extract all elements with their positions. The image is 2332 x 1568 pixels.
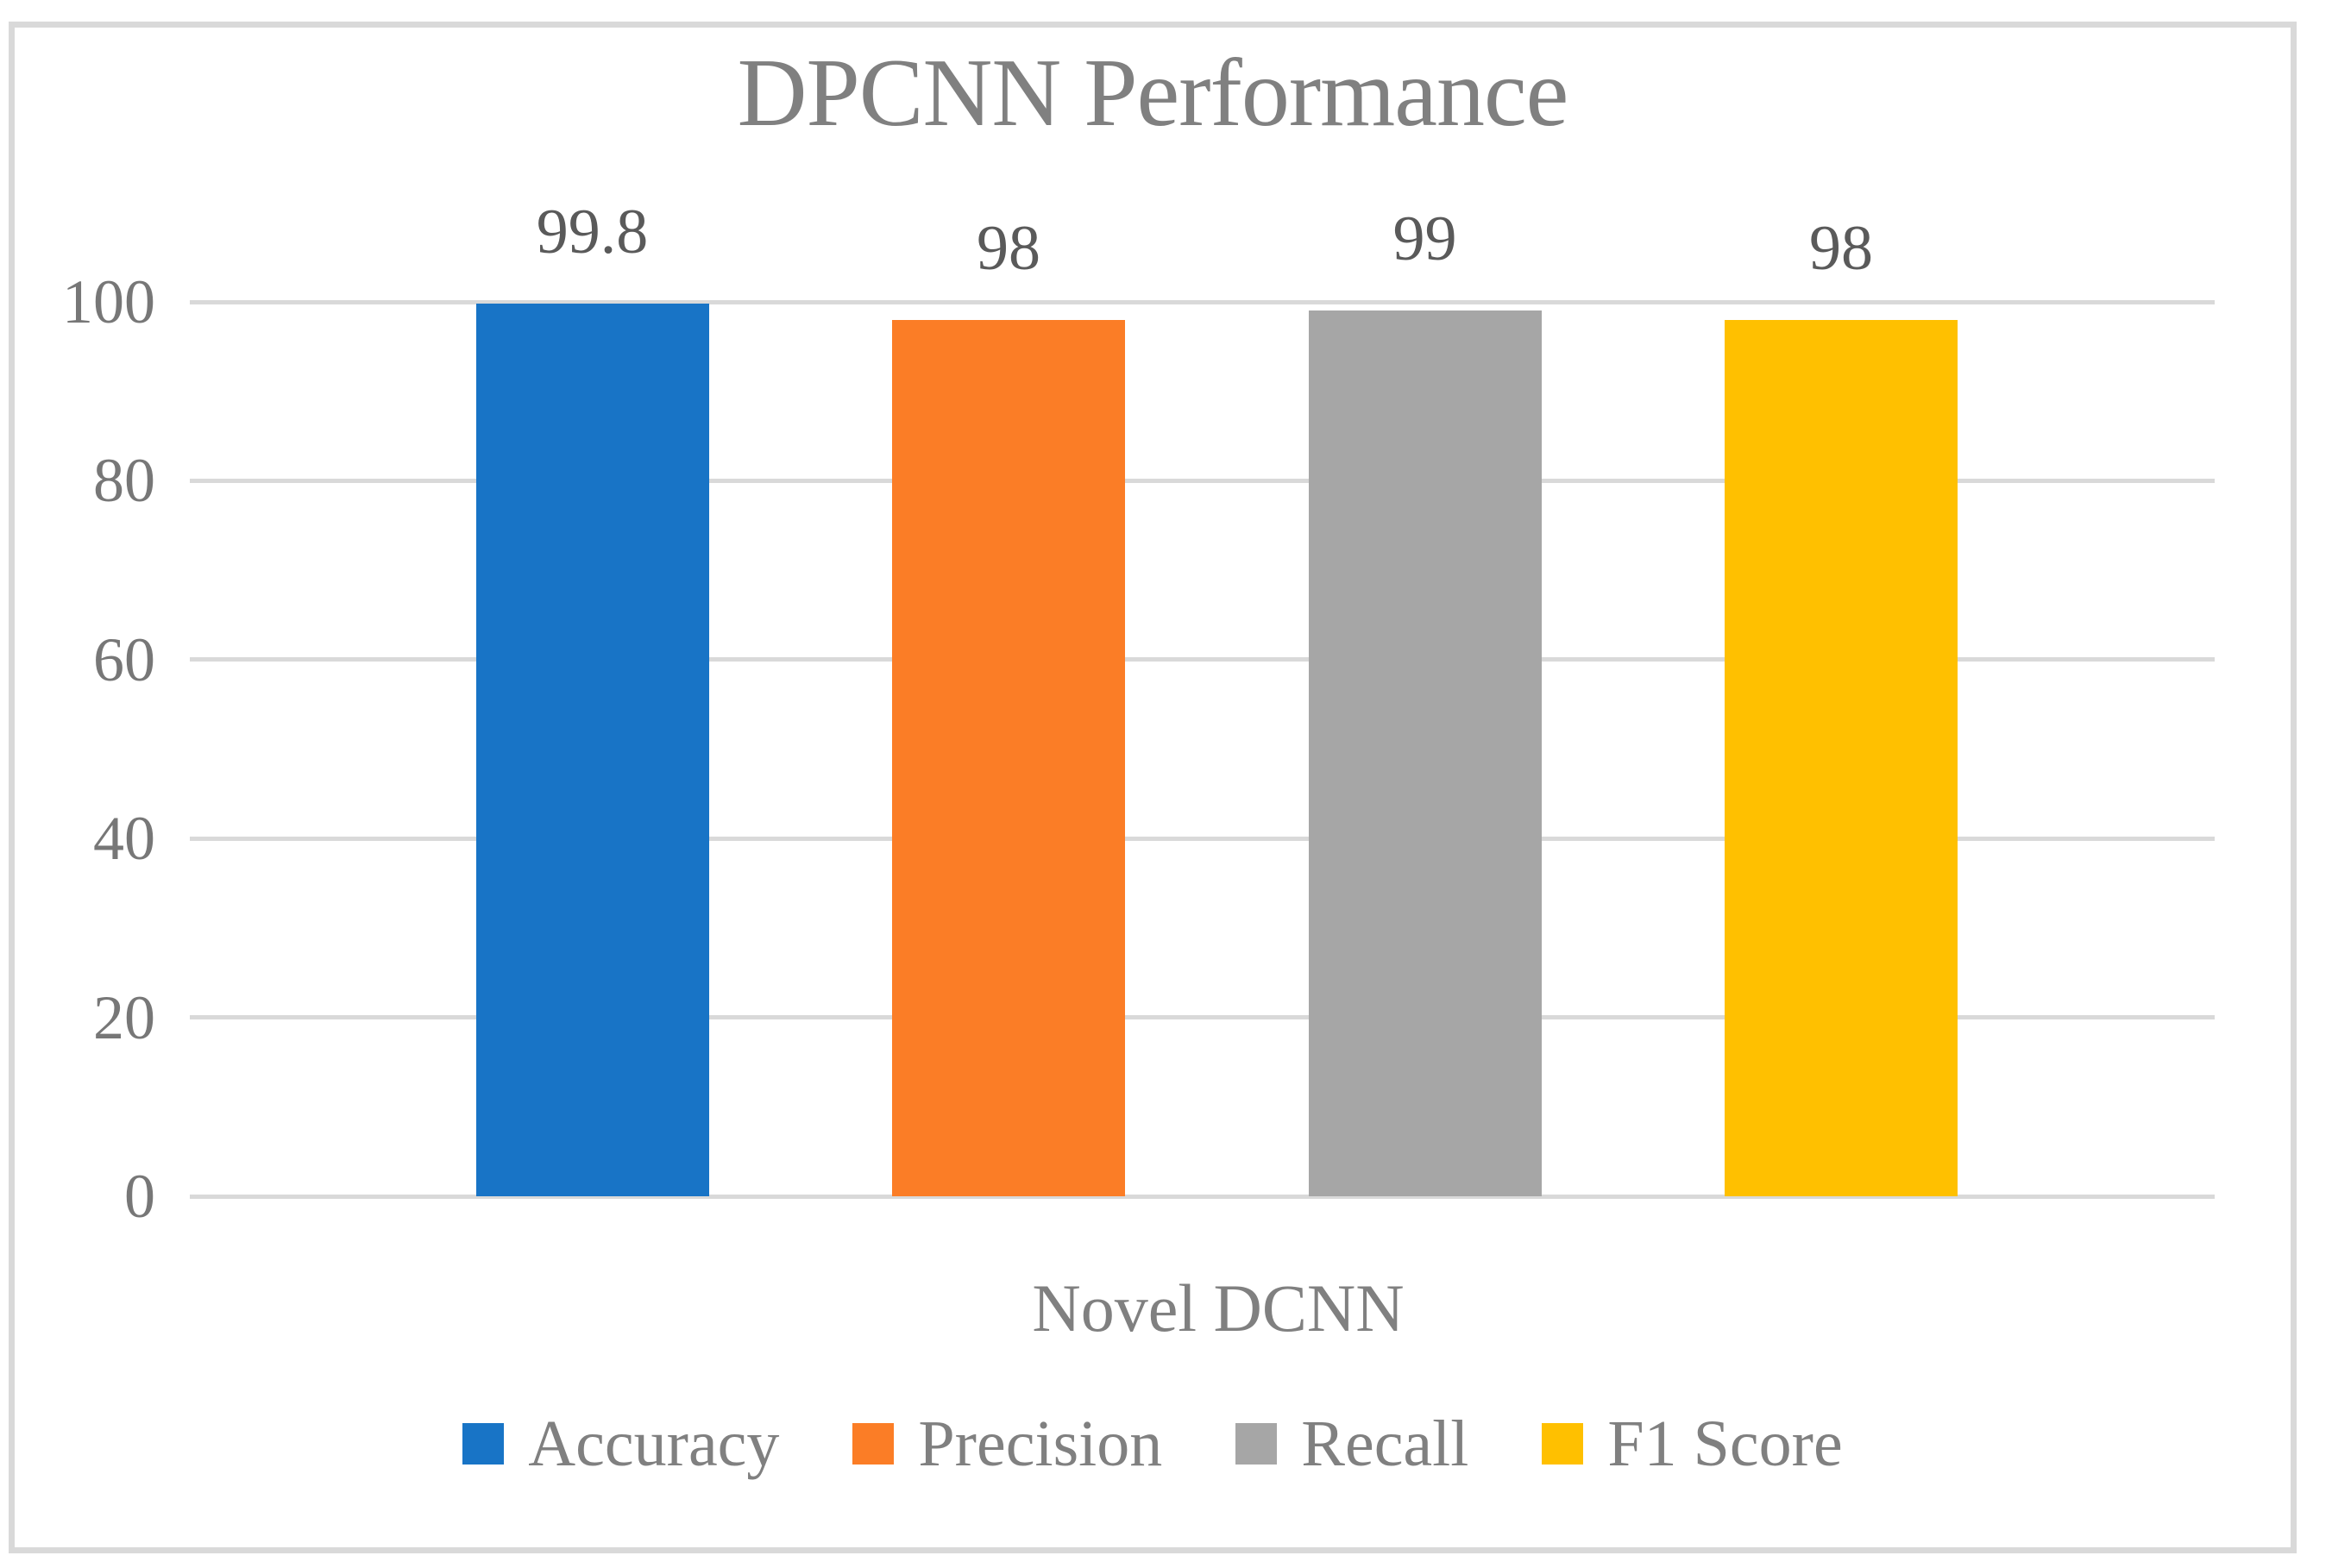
gridline-y-40: [190, 836, 2215, 841]
gridline-y-0: [190, 1194, 2215, 1199]
gridline-y-80: [190, 478, 2215, 483]
bar-f1-score: [1725, 319, 1958, 1196]
y-axis-tick-label-20: 20: [93, 982, 155, 1052]
y-axis-tick-label-80: 80: [93, 446, 155, 516]
y-axis-tick-label-40: 40: [93, 804, 155, 874]
y-axis-tick-label-0: 0: [124, 1162, 155, 1231]
bar-recall: [1308, 310, 1542, 1196]
legend-swatch-recall: [1235, 1423, 1278, 1465]
y-axis-tick-label-100: 100: [62, 267, 155, 336]
legend-item-precision: Precision: [852, 1409, 1162, 1478]
y-axis-tick-label-60: 60: [93, 624, 155, 694]
legend-label-f1-score: F1 Score: [1607, 1408, 1843, 1480]
data-label-precision: 98: [977, 212, 1040, 284]
legend-item-recall: Recall: [1235, 1409, 1468, 1478]
legend-label-recall: Recall: [1301, 1408, 1469, 1480]
data-label-accuracy: 99.8: [536, 197, 649, 268]
bar-accuracy: [475, 304, 709, 1196]
legend-swatch-accuracy: [462, 1423, 505, 1465]
gridline-y-60: [190, 657, 2215, 662]
gridline-y-100: [190, 299, 2215, 304]
x-axis-category-label: Novel DCNN: [1032, 1270, 1405, 1345]
legend-label-accuracy: Accuracy: [528, 1408, 780, 1480]
legend-item-f1-score: F1 Score: [1542, 1408, 1843, 1480]
chart-title: DPCNN Performance: [737, 40, 1569, 147]
legend: Accuracy Precision Recall F1 Score: [9, 1409, 2297, 1478]
legend-swatch-f1-score: [1542, 1423, 1584, 1465]
bar-precision: [892, 319, 1125, 1196]
data-label-recall: 99: [1392, 204, 1457, 275]
legend-label-precision: Precision: [918, 1408, 1163, 1480]
legend-item-accuracy: Accuracy: [462, 1409, 779, 1478]
gridline-y-20: [190, 1015, 2215, 1020]
data-label-f1-score: 98: [1809, 212, 1873, 284]
legend-swatch-precision: [852, 1423, 895, 1465]
